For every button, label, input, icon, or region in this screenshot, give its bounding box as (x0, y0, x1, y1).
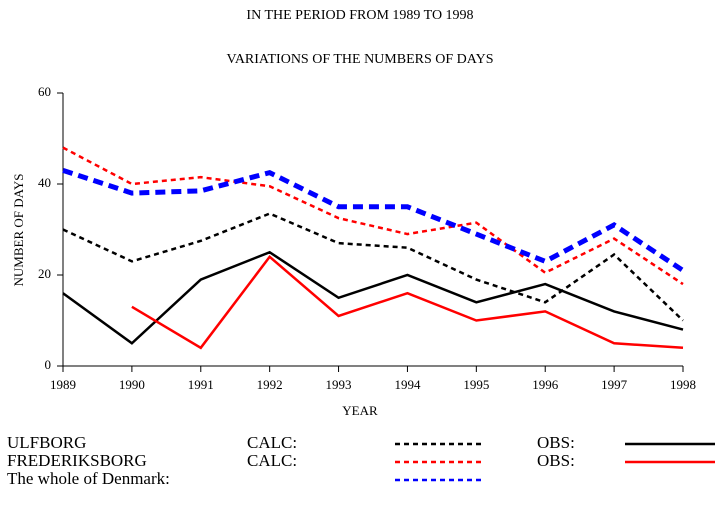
chart-subtitle: VARIATIONS OF THE NUMBERS OF DAYS (227, 52, 494, 67)
y-tick-label: 0 (45, 357, 52, 372)
x-tick-label: 1991 (188, 377, 214, 392)
y-tick-label: 60 (38, 84, 51, 99)
legend-label: CALC: (247, 433, 297, 452)
x-tick-label: 1993 (326, 377, 352, 392)
x-tick-label: 1996 (532, 377, 559, 392)
x-tick-label: 1990 (119, 377, 145, 392)
x-tick-label: 1992 (257, 377, 283, 392)
y-tick-label: 40 (38, 175, 51, 190)
x-tick-label: 1995 (463, 377, 489, 392)
legend-label: OBS: (537, 451, 575, 470)
series-line (131, 254, 684, 350)
chart-title: IN THE PERIOD FROM 1989 TO 1998 (246, 8, 473, 23)
x-tick-label: 1989 (50, 377, 76, 392)
x-axis-label: YEAR (342, 403, 378, 418)
legend-group-label: ULFBORG (7, 433, 86, 452)
legend-group-label: The whole of Denmark: (7, 469, 170, 488)
x-tick-label: 1998 (670, 377, 696, 392)
series-line (62, 167, 685, 273)
legend-group-label: FREDERIKSBORG (7, 451, 147, 470)
x-tick-label: 1994 (394, 377, 421, 392)
y-tick-label: 20 (38, 266, 51, 281)
series-line (62, 250, 684, 345)
series-line (62, 212, 684, 322)
legend-label: CALC: (247, 451, 297, 470)
x-tick-label: 1997 (601, 377, 628, 392)
series-line (62, 146, 684, 286)
legend-label: OBS: (537, 433, 575, 452)
y-axis-label: NUMBER OF DAYS (11, 174, 26, 287)
